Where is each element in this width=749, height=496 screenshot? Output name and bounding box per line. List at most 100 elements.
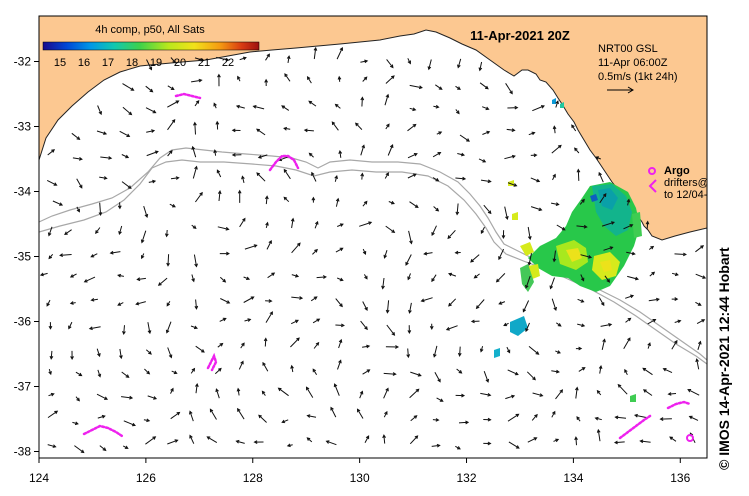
current-arrow: [360, 59, 369, 64]
current-arrow: [145, 349, 152, 355]
current-arrow: [314, 220, 319, 229]
current-arrow: [556, 224, 566, 231]
argo-legend-marker-icon: [648, 167, 656, 175]
lat-tick-label: -32: [14, 55, 32, 69]
lat-tick-label: -38: [14, 445, 32, 459]
current-arrow: [263, 337, 268, 347]
current-arrow: [310, 296, 318, 302]
current-arrow: [231, 128, 241, 133]
current-arrow: [157, 277, 168, 286]
current-arrow: [457, 346, 462, 357]
gsl-legend-model: NRT00 GSL: [598, 43, 658, 55]
current-arrow: [598, 171, 604, 183]
current-arrow: [69, 301, 76, 305]
current-arrow: [143, 205, 149, 218]
current-arrow: [253, 440, 264, 444]
current-arrow: [596, 428, 601, 442]
current-arrow: [76, 206, 80, 213]
current-arrow: [626, 251, 636, 256]
current-arrow: [362, 76, 368, 82]
current-arrow: [308, 100, 317, 107]
current-arrow: [335, 197, 340, 207]
argo-legend-drifters: drifters@12h: [664, 177, 727, 189]
current-arrow: [551, 298, 557, 311]
current-arrow: [647, 319, 657, 325]
current-arrow: [313, 46, 318, 60]
current-arrow: [75, 396, 80, 402]
current-arrow: [457, 152, 466, 157]
current-arrow: [122, 83, 135, 91]
current-arrow: [364, 435, 370, 443]
depth-contour-slope: [39, 159, 707, 365]
current-arrow: [141, 253, 145, 260]
current-arrow: [552, 173, 556, 181]
lon-tick-label: 128: [243, 471, 263, 485]
current-arrow: [409, 201, 419, 208]
current-arrow: [193, 254, 198, 268]
current-arrow: [434, 371, 441, 383]
current-arrow: [551, 410, 556, 418]
current-arrow: [337, 359, 342, 370]
current-arrow: [48, 368, 52, 376]
current-arrow: [90, 253, 98, 258]
current-arrow: [454, 250, 461, 255]
current-arrow: [109, 250, 121, 255]
current-arrow: [504, 206, 509, 221]
current-arrow: [164, 229, 169, 238]
current-arrow: [475, 299, 485, 310]
current-arrow: [96, 348, 101, 358]
current-arrow: [429, 323, 434, 330]
current-arrow: [687, 389, 700, 396]
current-arrow: [252, 105, 265, 110]
current-arrow: [170, 411, 181, 420]
current-arrow: [238, 360, 244, 370]
current-arrow: [648, 297, 660, 302]
current-arrow: [194, 57, 205, 62]
current-arrow: [505, 83, 513, 95]
current-arrow: [266, 239, 272, 250]
current-arrow: [407, 173, 417, 179]
current-arrow: [354, 122, 363, 130]
current-arrow: [385, 300, 390, 314]
current-arrow: [312, 318, 321, 324]
current-arrow: [600, 323, 613, 327]
current-arrow: [95, 227, 101, 235]
current-arrow: [642, 367, 653, 376]
current-arrow: [577, 298, 585, 303]
current-arrow: [555, 350, 561, 354]
current-arrow: [614, 415, 627, 420]
current-arrow: [167, 100, 180, 108]
current-arrow: [433, 206, 440, 212]
current-arrow: [231, 153, 242, 157]
current-arrow: [277, 387, 289, 397]
current-arrow: [532, 105, 545, 112]
current-arrow: [217, 342, 224, 348]
current-arrow: [96, 130, 108, 135]
current-arrow: [433, 345, 438, 358]
current-arrow: [507, 369, 519, 376]
scale-arrow-head-icon: [627, 86, 634, 94]
current-arrow: [217, 73, 221, 87]
current-arrow: [241, 175, 245, 184]
current-arrow: [166, 301, 171, 307]
current-arrow: [386, 59, 394, 69]
colorbar-tick-label: 21: [198, 57, 210, 69]
current-arrow: [215, 120, 220, 130]
current-arrow: [337, 223, 344, 227]
current-arrow: [427, 59, 432, 71]
current-arrow: [648, 245, 655, 250]
colorbar-tick-label: 20: [174, 57, 186, 69]
current-arrow: [169, 203, 176, 208]
lat-tick-label: -34: [14, 185, 32, 199]
current-arrow: [306, 414, 317, 418]
current-arrow: [171, 370, 178, 375]
current-arrow: [598, 364, 603, 374]
current-arrow: [239, 217, 246, 228]
current-arrow: [286, 443, 293, 448]
current-arrow: [571, 124, 577, 132]
current-arrow: [69, 273, 77, 278]
current-arrow: [47, 444, 57, 448]
plot-frame: [38, 15, 708, 459]
current-arrow: [303, 128, 314, 133]
current-arrow: [386, 324, 396, 336]
